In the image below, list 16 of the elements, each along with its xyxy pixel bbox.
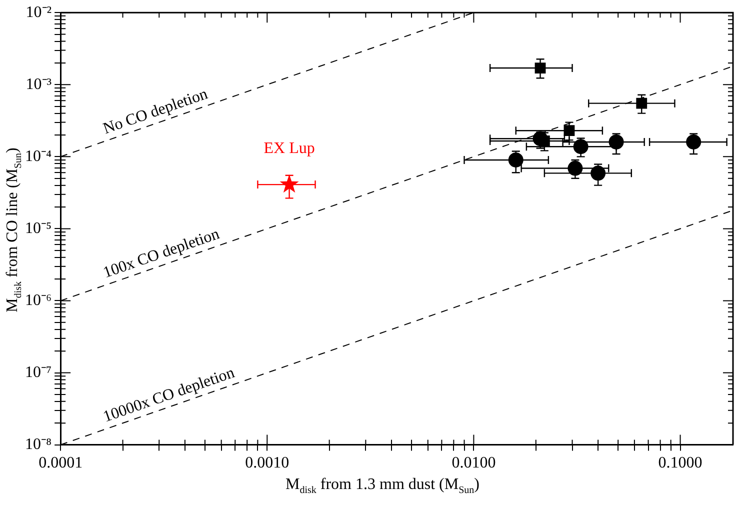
x-axis-title: M$_{disk}$ from 1.3 mm dust (M$_{Sun}$): [284, 476, 480, 496]
y-tick-label: 10⁻⁶: [25, 292, 52, 309]
text: 10000x CO depletion: [101, 364, 237, 426]
y-tick-label: 10⁻³: [26, 76, 52, 93]
y-tick-label: 10⁻⁵: [25, 220, 52, 237]
y-tick-label: 10⁻⁴: [25, 148, 52, 165]
text: 100x CO depletion: [101, 226, 222, 282]
x-tick-label: 0.0001: [38, 454, 83, 472]
text: No CO depletion: [101, 86, 210, 138]
x-tick-label: 0.0100: [452, 454, 496, 472]
y-tick-label: 10⁻⁷: [25, 364, 52, 381]
x-tick-label: 0.0010: [245, 454, 290, 472]
y-tick-label: 10⁻⁸: [25, 436, 52, 454]
series-label: EX Lup: [264, 140, 315, 157]
y-tick-label: 10⁻²: [26, 4, 52, 21]
x-tick-label: 0.1000: [658, 454, 702, 472]
